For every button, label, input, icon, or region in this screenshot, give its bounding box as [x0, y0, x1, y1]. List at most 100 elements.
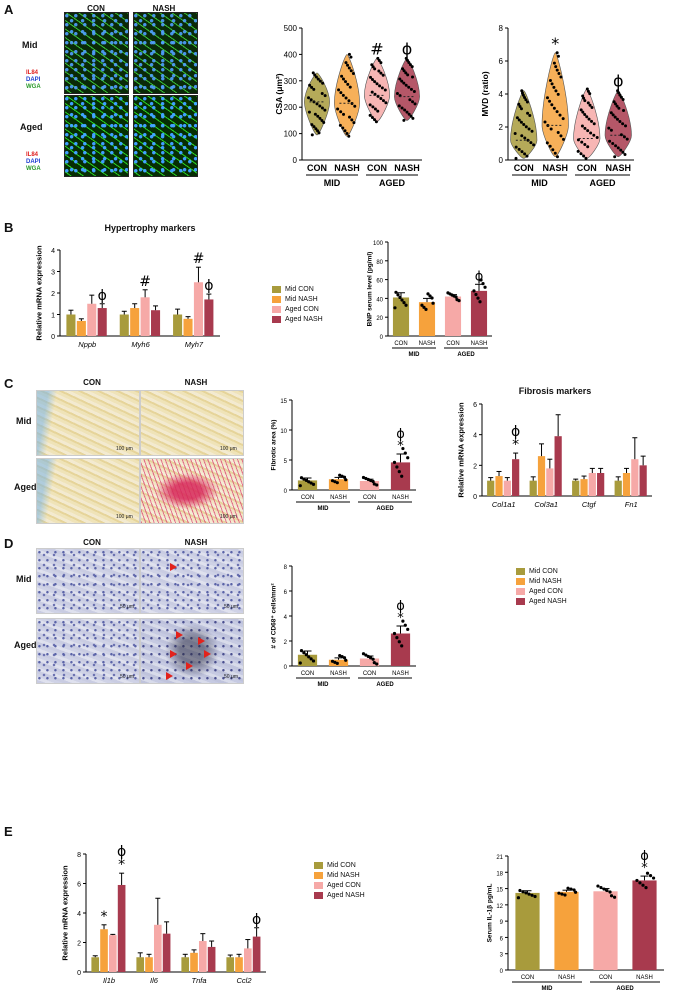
group-label: MID	[318, 682, 330, 688]
bar	[198, 941, 207, 972]
x-tick-label: Fn1	[625, 500, 638, 509]
data-point	[517, 118, 521, 122]
data-point	[618, 120, 622, 123]
data-point	[321, 81, 325, 85]
data-point	[613, 155, 617, 159]
y-tick-label: 4	[77, 911, 81, 918]
x-tick-label: CON	[521, 975, 534, 981]
data-point	[372, 482, 376, 486]
x-tick-label: Il6	[150, 976, 159, 985]
data-point	[364, 653, 368, 657]
data-point	[555, 155, 559, 159]
y-tick-label: 2	[284, 640, 288, 646]
significance-mark: ϕ	[396, 599, 405, 614]
x-tick-label: CON	[599, 975, 612, 981]
data-point	[605, 888, 609, 893]
data-point	[455, 298, 459, 302]
data-point	[615, 117, 619, 121]
data-point	[621, 98, 625, 101]
bar	[593, 891, 618, 970]
c-col-con: CON	[83, 378, 101, 387]
bar	[554, 436, 562, 496]
data-point	[371, 65, 375, 69]
y-tick-label: 4	[499, 90, 504, 99]
data-point	[523, 152, 527, 156]
data-point	[590, 106, 594, 110]
panel-letter-e: E	[4, 824, 13, 839]
data-point	[582, 96, 586, 100]
bar	[597, 473, 605, 496]
significance-mark: ϕ	[98, 288, 107, 304]
data-point	[520, 134, 524, 138]
data-point	[368, 75, 372, 79]
data-point	[483, 285, 487, 289]
data-point	[379, 71, 383, 75]
data-point	[318, 104, 322, 108]
y-tick-label: 4	[473, 433, 477, 440]
y-axis-label: # of CD68⁺ cells/mm²	[271, 583, 278, 649]
d-row-mid: Mid	[16, 574, 32, 584]
data-point	[550, 103, 554, 107]
data-point	[523, 136, 527, 140]
data-point	[313, 112, 317, 116]
data-point	[376, 109, 380, 113]
data-point	[406, 627, 410, 631]
y-tick-label: 20	[376, 316, 383, 322]
data-point	[525, 154, 529, 158]
col-header-nash: NASH	[152, 4, 176, 13]
data-point	[579, 108, 583, 112]
y-tick-label: 0	[284, 665, 288, 671]
data-point	[609, 894, 614, 898]
data-point	[361, 652, 366, 656]
significance-mark: ϕ	[402, 39, 413, 58]
data-point	[337, 88, 341, 92]
significance-mark: *	[641, 861, 648, 876]
arrow-marker	[186, 662, 193, 670]
y-tick-label: 2	[51, 291, 55, 298]
data-point	[406, 456, 410, 460]
data-point	[379, 96, 383, 100]
data-point	[522, 123, 526, 127]
data-point	[370, 115, 374, 119]
data-point	[346, 82, 350, 86]
bar	[588, 473, 596, 496]
data-point	[532, 143, 536, 147]
x-tick-label: CON	[301, 495, 314, 501]
data-point	[426, 292, 430, 296]
data-point	[520, 91, 524, 95]
significance-mark: ϕ	[252, 912, 261, 928]
data-point	[549, 127, 553, 131]
data-point	[338, 473, 342, 477]
significance-mark: ϕ	[396, 427, 405, 442]
data-point	[323, 94, 327, 98]
bar	[631, 459, 639, 496]
data-point	[554, 65, 558, 69]
data-point	[569, 887, 573, 891]
data-point	[407, 112, 411, 116]
ihc-mid-con	[36, 548, 140, 614]
c-scale-label: 100 μm	[116, 514, 133, 520]
data-point	[316, 114, 320, 118]
x-tick-label: NASH	[636, 975, 653, 981]
group-label: AGED	[616, 986, 634, 992]
data-point	[350, 118, 354, 122]
chart-cd68: 0 2 4 6 8 # of CD68⁺ cells/mm² CON NASH CON NASH *…	[271, 565, 416, 688]
bar	[252, 936, 261, 972]
data-point	[368, 113, 372, 117]
data-point	[572, 888, 576, 892]
data-point	[557, 72, 561, 76]
data-point	[400, 106, 404, 110]
y-tick-label: 1	[51, 313, 55, 320]
data-point	[579, 152, 583, 156]
data-point	[401, 619, 405, 623]
x-tick-label: CON	[367, 163, 387, 173]
bar	[204, 299, 214, 336]
data-point	[609, 111, 613, 115]
y-tick-label: 4	[51, 248, 55, 255]
bar	[183, 318, 193, 336]
data-point	[545, 96, 549, 100]
data-point	[518, 104, 522, 108]
data-point	[352, 121, 356, 125]
data-point	[582, 154, 586, 158]
bar	[97, 308, 107, 336]
